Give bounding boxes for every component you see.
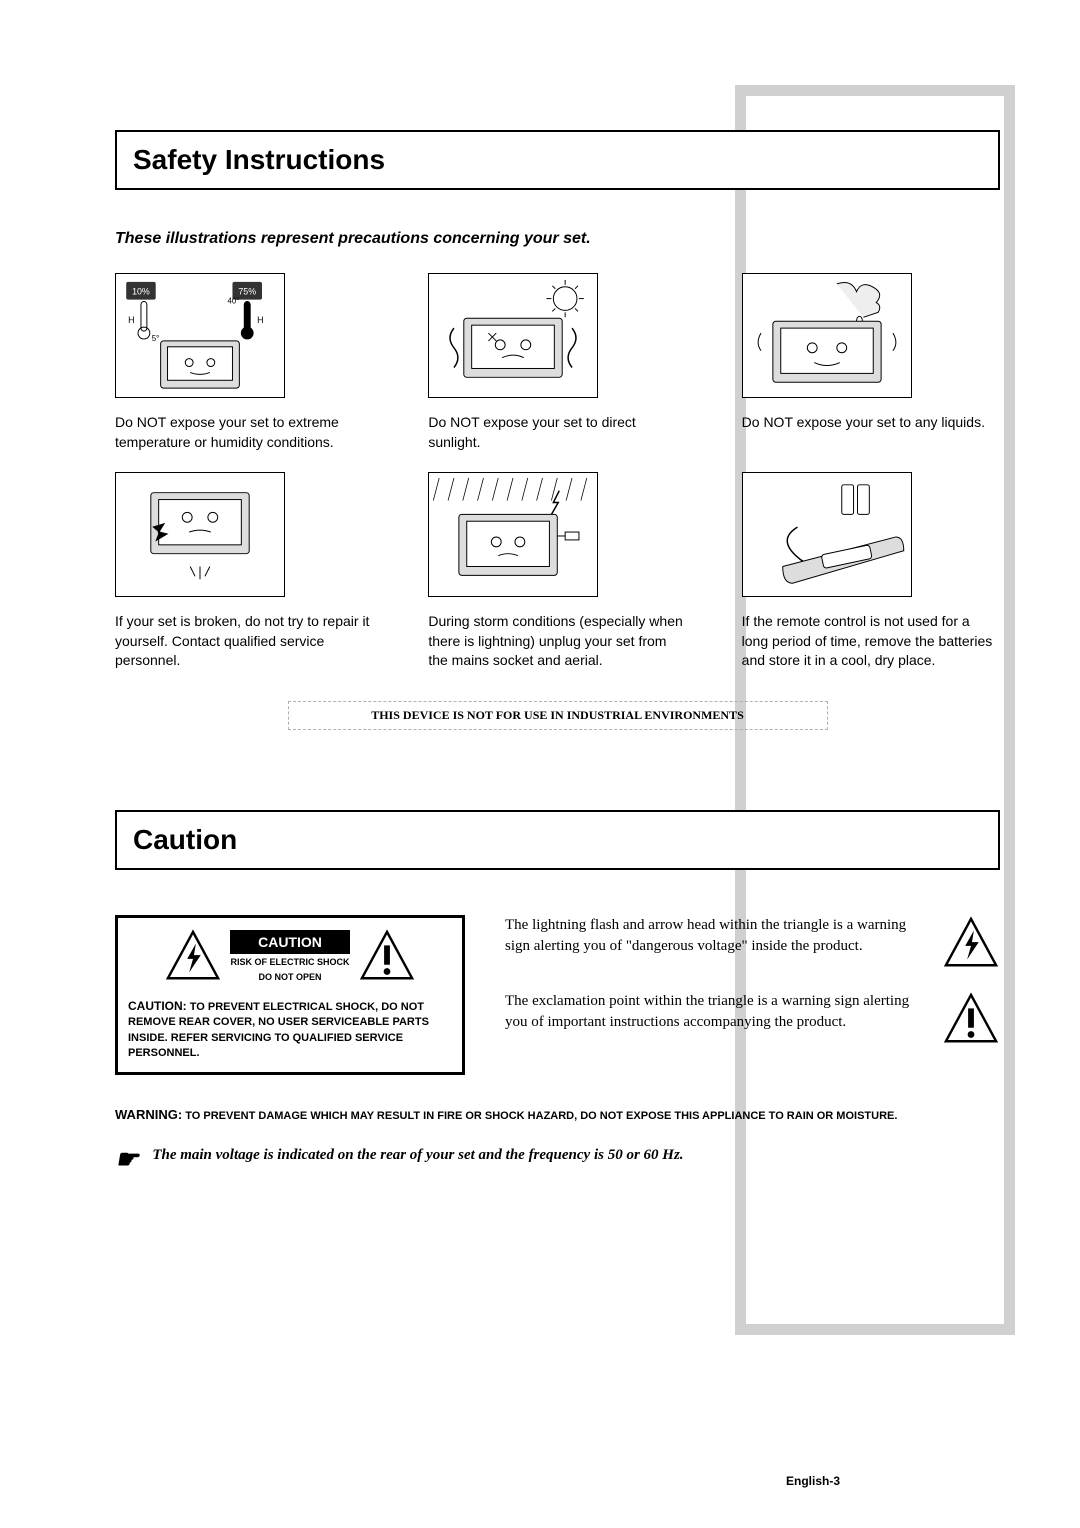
svg-text:H: H <box>128 315 134 325</box>
illus-storm <box>428 472 598 597</box>
caption: During storm conditions (especially when… <box>428 612 686 671</box>
caption: If your set is broken, do not try to rep… <box>115 612 373 671</box>
desc-exclamation: The exclamation point within the triangl… <box>505 991 924 1033</box>
illus-broken <box>115 472 285 597</box>
svg-text:H: H <box>257 315 263 325</box>
industrial-notice: THIS DEVICE IS NOT FOR USE IN INDUSTRIAL… <box>288 701 828 730</box>
safety-item: Do NOT expose your set to direct sunligh… <box>428 273 686 452</box>
illus-remote <box>742 472 912 597</box>
caption: Do NOT expose your set to extreme temper… <box>115 413 373 452</box>
caption: If the remote control is not used for a … <box>742 612 1000 671</box>
lightning-triangle-icon <box>164 928 222 986</box>
caution-header: Caution <box>115 810 1000 870</box>
caution-body: CAUTION: TO PREVENT ELECTRICAL SHOCK, DO… <box>128 998 452 1062</box>
illus-liquids <box>742 273 912 398</box>
caption: Do NOT expose your set to direct sunligh… <box>428 413 686 452</box>
safety-grid: 10% 75% H 5° H 40° <box>115 273 1000 671</box>
safety-item: During storm conditions (especially when… <box>428 472 686 671</box>
svg-text:40°: 40° <box>228 297 240 306</box>
warning-text: TO PREVENT DAMAGE WHICH MAY RESULT IN FI… <box>182 1110 897 1122</box>
illus-sunlight <box>428 273 598 398</box>
note-text: The main voltage is indicated on the rea… <box>152 1147 683 1164</box>
caution-body-lead: CAUTION: <box>128 999 187 1013</box>
exclamation-triangle-icon <box>942 991 1000 1049</box>
page-content: Safety Instructions These illustrations … <box>0 0 1080 1173</box>
svg-text:75%: 75% <box>238 287 256 297</box>
exclamation-triangle-icon <box>358 928 416 986</box>
safety-item: Do NOT expose your set to any liquids. <box>742 273 1000 452</box>
safety-item: If your set is broken, do not try to rep… <box>115 472 373 671</box>
caution-label: CAUTION <box>230 930 349 954</box>
warning-lead: WARNING: <box>115 1107 182 1122</box>
desc-lightning: The lightning flash and arrow head withi… <box>505 915 924 957</box>
caution-descriptions: The lightning flash and arrow head withi… <box>505 915 1000 1049</box>
illus-temperature: 10% 75% H 5° H 40° <box>115 273 285 398</box>
caption: Do NOT expose your set to any liquids. <box>742 413 1000 433</box>
svg-text:10%: 10% <box>132 287 150 297</box>
safety-item: If the remote control is not used for a … <box>742 472 1000 671</box>
page-number: English-3 <box>786 1474 840 1488</box>
caution-sub2: DO NOT OPEN <box>230 972 349 984</box>
pointer-icon: ☛ <box>115 1147 138 1173</box>
caution-title: Caution <box>133 824 982 856</box>
caution-section: CAUTION RISK OF ELECTRIC SHOCK DO NOT OP… <box>115 915 1000 1075</box>
safety-item: 10% 75% H 5° H 40° <box>115 273 373 452</box>
safety-intro: These illustrations represent precaution… <box>115 230 1000 248</box>
svg-text:5°: 5° <box>152 334 160 343</box>
safety-title: Safety Instructions <box>133 144 982 176</box>
warning-line: WARNING: TO PREVENT DAMAGE WHICH MAY RES… <box>115 1105 1000 1126</box>
caution-sub1: RISK OF ELECTRIC SHOCK <box>230 957 349 969</box>
caution-box: CAUTION RISK OF ELECTRIC SHOCK DO NOT OP… <box>115 915 465 1075</box>
safety-header: Safety Instructions <box>115 130 1000 190</box>
voltage-note: ☛ The main voltage is indicated on the r… <box>115 1147 1000 1173</box>
lightning-triangle-icon <box>942 915 1000 973</box>
